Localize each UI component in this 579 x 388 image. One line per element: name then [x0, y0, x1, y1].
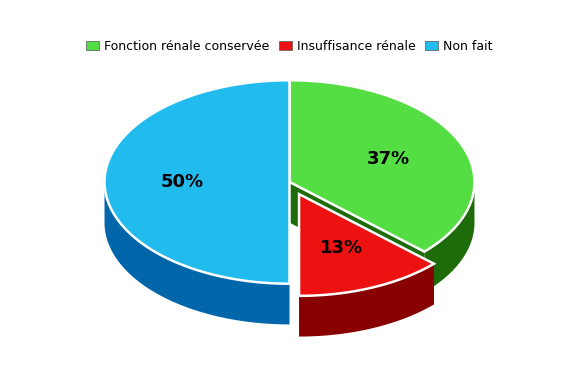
Polygon shape	[299, 194, 434, 296]
Polygon shape	[290, 80, 474, 252]
Polygon shape	[105, 80, 290, 284]
Text: 37%: 37%	[367, 149, 409, 168]
Legend: Fonction rénale conservée, Insuffisance rénale, Non fait: Fonction rénale conservée, Insuffisance …	[82, 35, 497, 58]
Text: 13%: 13%	[320, 239, 363, 257]
Polygon shape	[299, 194, 434, 305]
Polygon shape	[299, 264, 434, 336]
Text: 50%: 50%	[160, 173, 204, 191]
Polygon shape	[105, 182, 290, 324]
Polygon shape	[290, 182, 424, 292]
Polygon shape	[424, 183, 474, 292]
